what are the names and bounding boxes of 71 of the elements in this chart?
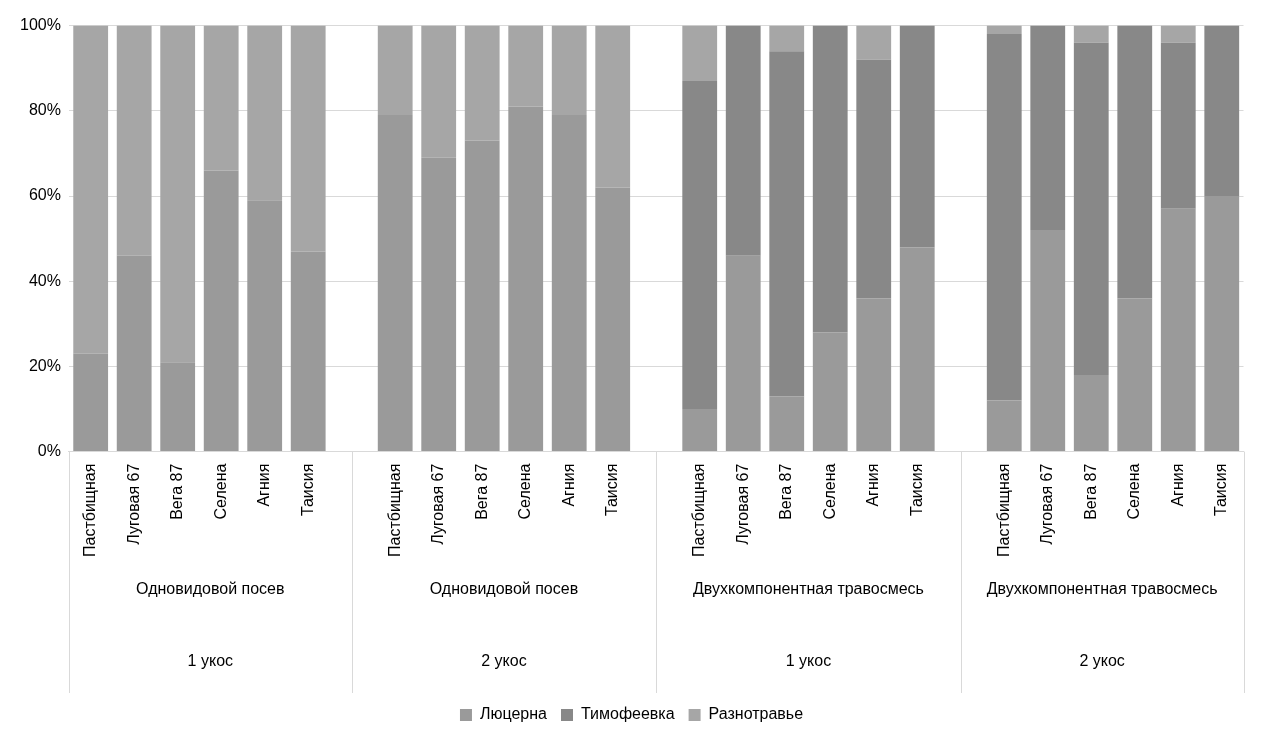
bar [1204,25,1240,196]
bar [812,332,848,452]
text: 2 укос [1079,652,1125,670]
bar [986,34,1022,401]
y-tick-label: 20% [28,356,61,374]
x-tick-label: Селена [820,463,838,520]
bar [986,400,1022,452]
text: 1 укос [785,652,832,670]
x-tick-label: Таисия [1212,463,1230,517]
bar [1160,42,1196,209]
bar [986,25,1022,35]
bar [856,25,892,60]
x-tick-label: Таисия [298,463,316,517]
bar [769,25,805,52]
bar [769,396,805,452]
y-tick-label: 60% [28,186,61,204]
bar [1073,25,1109,43]
bar [1204,196,1240,452]
bar [1117,298,1153,452]
bar [1160,25,1196,43]
bar [1073,374,1109,452]
x-tick-label: Агния [864,463,882,507]
legend-label: Тимофеевка [580,705,675,723]
x-tick-label: Пастбищная [81,463,99,557]
x-tick-label: Таисия [907,463,925,517]
x-tick-label: Агния [1168,463,1186,507]
text: 1 укос [187,652,234,670]
x-tick-label: Агния [559,463,577,507]
bar [725,255,761,452]
bar [1160,208,1196,452]
x-tick-label: Таисия [603,463,621,517]
y-tick-label: 100% [20,16,61,34]
bar [769,51,805,397]
x-tick-label: Вега 87 [777,463,795,520]
bar [682,25,718,81]
text: Двухкомпонентная травосмесь [986,580,1218,598]
x-tick-label: Луговая 67 [429,463,447,545]
bar [812,25,848,333]
bar [682,80,718,410]
legend-label: Люцерна [479,705,548,723]
x-tick-label: Луговая 67 [1038,463,1056,545]
x-tick-label: Пастбищная [994,463,1012,557]
y-tick-label: 0% [37,442,61,460]
bar [682,409,718,452]
x-tick-label: Пастбищная [690,463,708,557]
text: 2 укос [481,652,527,670]
text: Одновидовой посев [136,580,285,598]
x-tick-label: Луговая 67 [124,463,142,545]
text: Двухкомпонентная травосмесь [693,580,924,598]
bar [856,298,892,452]
text: Одновидовой посев [429,580,579,598]
bar [1073,42,1109,375]
bar [1117,25,1153,299]
x-tick-label: Вега 87 [472,463,490,520]
bar [725,25,761,256]
x-tick-label: Селена [1125,463,1143,520]
bar [1030,230,1066,452]
y-tick-label: 40% [28,271,61,289]
x-tick-label: Пастбищная [385,463,403,557]
bar [1030,25,1066,231]
bar [899,25,935,248]
bar [856,59,892,299]
bar [899,247,935,452]
x-tick-label: Вега 87 [168,463,186,520]
x-tick-label: Луговая 67 [733,463,751,545]
x-tick-label: Селена [516,463,534,520]
x-tick-label: Селена [211,463,229,520]
x-tick-label: Агния [255,463,273,507]
legend-label: Разнотравье [708,705,804,723]
x-tick-label: Вега 87 [1081,463,1099,520]
y-tick-label: 80% [28,101,61,119]
